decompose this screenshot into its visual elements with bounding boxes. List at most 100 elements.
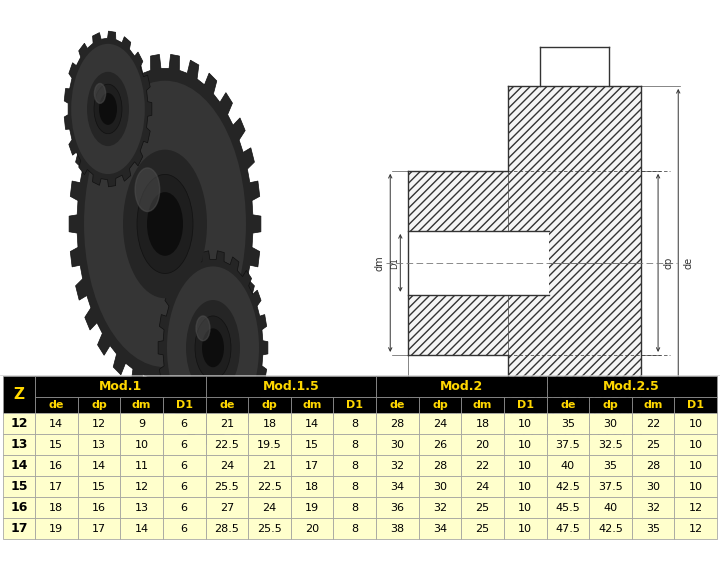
Bar bbox=[120, 518, 163, 539]
Text: 28.5: 28.5 bbox=[215, 524, 239, 534]
Bar bbox=[462, 397, 504, 413]
Text: 17: 17 bbox=[10, 522, 28, 535]
Bar bbox=[120, 434, 163, 455]
Bar bbox=[333, 397, 376, 413]
Bar bbox=[291, 455, 333, 476]
Bar bbox=[248, 397, 291, 413]
Bar bbox=[248, 518, 291, 539]
Text: Mod.2.5: Mod.2.5 bbox=[603, 380, 660, 393]
Bar bbox=[546, 497, 589, 518]
Polygon shape bbox=[408, 171, 508, 263]
Bar bbox=[163, 434, 205, 455]
Bar bbox=[333, 497, 376, 518]
Text: 10: 10 bbox=[689, 482, 703, 492]
Text: 10: 10 bbox=[518, 503, 532, 513]
Text: 6: 6 bbox=[181, 503, 188, 513]
Text: 6: 6 bbox=[181, 419, 188, 429]
Bar bbox=[504, 455, 546, 476]
Text: 9: 9 bbox=[138, 419, 145, 429]
Text: 22.5: 22.5 bbox=[215, 440, 239, 449]
Bar bbox=[205, 376, 376, 397]
Bar bbox=[546, 413, 589, 434]
Text: 34: 34 bbox=[433, 524, 447, 534]
Text: 21: 21 bbox=[220, 419, 234, 429]
Circle shape bbox=[137, 174, 193, 273]
Text: 12: 12 bbox=[135, 482, 148, 492]
Circle shape bbox=[84, 80, 246, 367]
Text: dm: dm bbox=[302, 400, 322, 410]
Bar bbox=[3, 413, 35, 434]
Text: 25: 25 bbox=[475, 524, 490, 534]
Text: 10: 10 bbox=[689, 461, 703, 471]
Text: 8: 8 bbox=[351, 440, 359, 449]
Text: 32: 32 bbox=[433, 503, 447, 513]
Text: dp: dp bbox=[603, 400, 618, 410]
Circle shape bbox=[94, 83, 106, 103]
Text: 20: 20 bbox=[475, 440, 490, 449]
Bar bbox=[546, 455, 589, 476]
Text: 10: 10 bbox=[135, 440, 148, 449]
Bar bbox=[78, 518, 120, 539]
Bar bbox=[376, 476, 418, 497]
Bar bbox=[462, 413, 504, 434]
Bar bbox=[675, 497, 717, 518]
Bar bbox=[291, 397, 333, 413]
Bar bbox=[35, 376, 205, 397]
Bar bbox=[248, 476, 291, 497]
Polygon shape bbox=[408, 263, 508, 355]
Text: 37.5: 37.5 bbox=[555, 440, 580, 449]
Bar bbox=[508, 231, 549, 295]
Bar bbox=[418, 497, 462, 518]
Text: 16: 16 bbox=[92, 503, 106, 513]
Bar bbox=[3, 434, 35, 455]
Text: 14: 14 bbox=[135, 524, 148, 534]
Text: D1: D1 bbox=[517, 400, 534, 410]
Bar bbox=[589, 413, 631, 434]
Bar bbox=[504, 518, 546, 539]
Text: dm: dm bbox=[132, 400, 151, 410]
Text: 14: 14 bbox=[305, 419, 319, 429]
Bar bbox=[3, 476, 35, 497]
Bar bbox=[120, 497, 163, 518]
Text: de: de bbox=[390, 400, 405, 410]
Text: 32.5: 32.5 bbox=[598, 440, 623, 449]
Bar bbox=[376, 518, 418, 539]
Text: 25: 25 bbox=[475, 503, 490, 513]
Text: 27: 27 bbox=[220, 503, 234, 513]
Text: de: de bbox=[219, 400, 235, 410]
Bar bbox=[631, 413, 675, 434]
Text: 6: 6 bbox=[181, 524, 188, 534]
Bar bbox=[35, 518, 78, 539]
Text: 12: 12 bbox=[92, 419, 106, 429]
Text: 14: 14 bbox=[49, 419, 63, 429]
Text: 15: 15 bbox=[305, 440, 319, 449]
Bar bbox=[504, 476, 546, 497]
Bar bbox=[163, 497, 205, 518]
Bar bbox=[504, 413, 546, 434]
Bar bbox=[3, 518, 35, 539]
Text: 24: 24 bbox=[220, 461, 234, 471]
Polygon shape bbox=[508, 47, 641, 263]
Bar bbox=[418, 518, 462, 539]
Bar bbox=[78, 413, 120, 434]
Text: Mod.1.5: Mod.1.5 bbox=[262, 380, 319, 393]
Bar bbox=[631, 455, 675, 476]
Text: D1: D1 bbox=[687, 400, 704, 410]
Bar bbox=[35, 455, 78, 476]
Bar bbox=[120, 455, 163, 476]
Text: 35: 35 bbox=[561, 419, 575, 429]
Circle shape bbox=[202, 328, 224, 367]
Bar bbox=[205, 476, 248, 497]
Bar bbox=[248, 455, 291, 476]
Bar bbox=[333, 455, 376, 476]
Text: 8: 8 bbox=[351, 461, 359, 471]
Bar bbox=[546, 518, 589, 539]
Text: 6: 6 bbox=[181, 482, 188, 492]
Bar bbox=[291, 476, 333, 497]
Bar bbox=[675, 413, 717, 434]
Text: 10: 10 bbox=[689, 419, 703, 429]
Text: 40: 40 bbox=[603, 503, 618, 513]
Text: 35: 35 bbox=[603, 461, 618, 471]
Text: 8: 8 bbox=[351, 503, 359, 513]
Text: 6: 6 bbox=[181, 461, 188, 471]
